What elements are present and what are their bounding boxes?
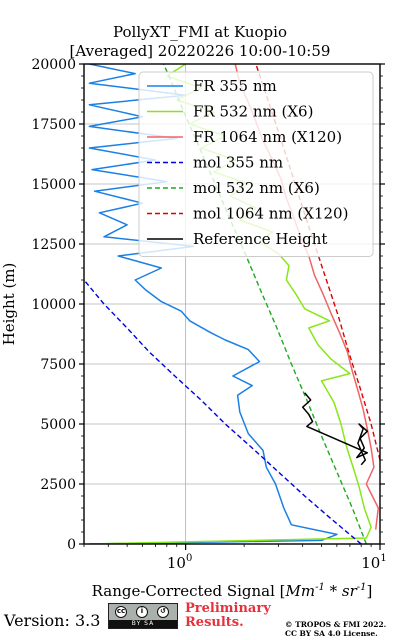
- series-line-3: [84, 279, 362, 544]
- preliminary-notice: Preliminary Results.: [185, 602, 271, 630]
- y-tick-label: 17500: [31, 117, 76, 133]
- copyright-line-1: © TROPOS & FMI 2022.: [285, 620, 387, 629]
- x-tick-label: 101: [361, 553, 386, 572]
- legend-label-4: mol 532 nm (X6): [193, 179, 320, 197]
- copyright-notice: © TROPOS & FMI 2022. CC BY SA 4.0 Licens…: [285, 620, 386, 638]
- series-line-6: [301, 392, 369, 466]
- chart-title: PollyXT_FMI at Kuopio: [113, 23, 287, 41]
- legend-label-5: mol 1064 nm (X120): [193, 205, 348, 223]
- share-alike-icon: ↺: [157, 606, 169, 618]
- attribution-icon: i: [136, 606, 148, 618]
- legend-label-1: FR 532 nm (X6): [193, 103, 313, 121]
- legend-label-0: FR 355 nm: [193, 77, 277, 95]
- series-line-4: [162, 64, 367, 544]
- legend-label-2: FR 1064 nm (X120): [193, 128, 342, 146]
- chart-subtitle: [Averaged] 20220226 10:00-10:59: [69, 42, 331, 60]
- copyright-line-2: CC BY SA 4.0 License.: [285, 629, 378, 638]
- y-tick-label: 20000: [31, 57, 76, 73]
- y-tick-label: 10000: [31, 297, 76, 313]
- x-tick-label: 100: [167, 553, 192, 572]
- y-tick-label: 5000: [40, 417, 76, 433]
- y-tick-label: 7500: [40, 357, 76, 373]
- y-axis-label: Height (m): [0, 263, 18, 346]
- chart: 0 2500 5000 7500 10000 12500 15000 17500 20000 10…: [0, 57, 387, 600]
- preliminary-line-1: Preliminary: [185, 601, 271, 616]
- cc-icon: cc: [115, 606, 127, 618]
- legend-label-3: mol 355 nm: [193, 154, 283, 172]
- x-axis-label: Range-Corrected Signal [Mm-1 * sr-1]: [92, 582, 373, 600]
- version-label: Version: 3.3: [4, 611, 101, 630]
- y-tick-label: 0: [67, 537, 76, 553]
- y-tick-label: 12500: [31, 237, 76, 253]
- legend-box: [138, 71, 374, 257]
- y-tick-label: 15000: [31, 177, 76, 193]
- preliminary-line-2: Results.: [185, 615, 244, 630]
- legend-label-6: Reference Height: [193, 230, 327, 248]
- license-badge-text: BY SA: [109, 620, 177, 628]
- cc-license-badge: cc i ↺ BY SA: [108, 603, 178, 629]
- y-tick-label: 2500: [40, 477, 76, 493]
